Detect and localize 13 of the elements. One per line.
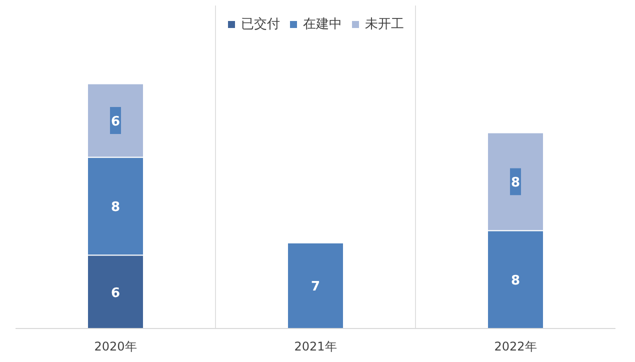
- x-tick-label: 2020年: [94, 340, 137, 354]
- data-label: 6: [110, 114, 120, 130]
- legend-label: 在建中: [303, 16, 342, 33]
- bar: [287, 242, 344, 328]
- data-label: 8: [110, 200, 120, 216]
- data-label: 6: [110, 286, 120, 301]
- x-tick-label: 2022年: [494, 340, 537, 354]
- x-tick-label: 2021年: [294, 340, 337, 354]
- data-label: 8: [510, 176, 520, 191]
- legend-label: 已交付: [241, 16, 280, 33]
- data-label: 7: [310, 280, 320, 295]
- data-label: 8: [510, 274, 520, 289]
- legend-label: 未开工: [365, 16, 404, 33]
